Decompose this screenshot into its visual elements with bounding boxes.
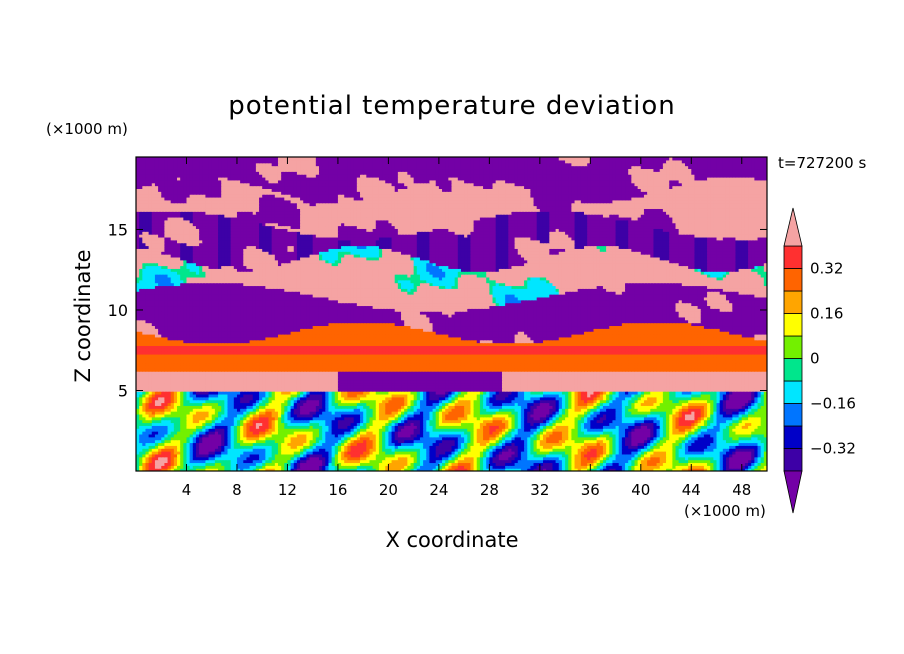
contour-field (136, 157, 768, 472)
y-unit-label: (×1000 m) (46, 120, 128, 138)
chart-title: potential temperature deviation (228, 91, 675, 121)
time-label: t=727200 s (778, 154, 866, 172)
